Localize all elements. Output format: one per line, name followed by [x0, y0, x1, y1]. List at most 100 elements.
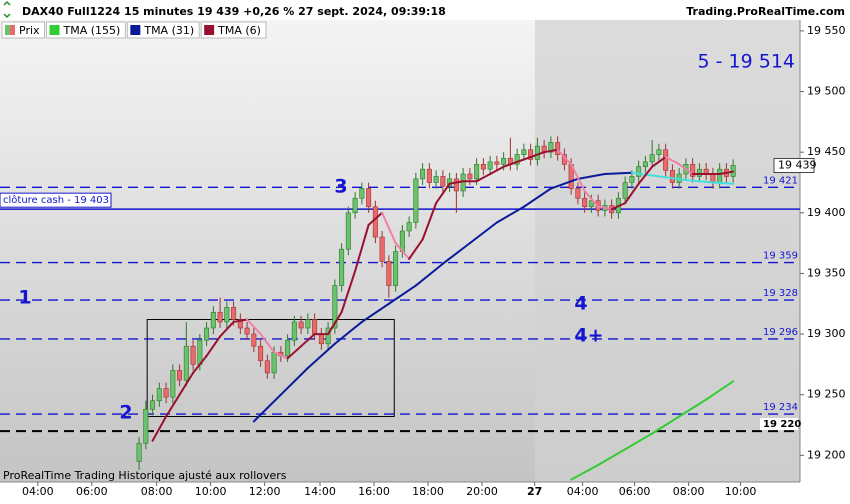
indicator-line [624, 432, 654, 451]
candle-body [318, 333, 324, 345]
last-price-tag [773, 158, 815, 174]
candle-body [534, 145, 540, 160]
cash-close-tag [0, 192, 112, 208]
indicator-line [556, 148, 573, 166]
candle-body [197, 339, 203, 365]
indicator-line [522, 187, 552, 208]
level-label: 19 421 [763, 175, 798, 186]
candle-body [204, 327, 210, 341]
indicator-line [205, 335, 222, 357]
level-label: 19 359 [763, 251, 798, 262]
candle-body [143, 408, 149, 444]
indicator-line [192, 354, 208, 374]
legend-swatch [130, 25, 141, 35]
candle-body [251, 333, 257, 347]
indicator-line [252, 393, 282, 423]
indicator-line [624, 182, 640, 205]
indicator-line [408, 238, 424, 260]
candle-body [156, 388, 162, 402]
candle-body [244, 327, 250, 335]
plot [0, 136, 800, 481]
annotation: 1 [18, 287, 31, 309]
footer: ProRealTime Trading Historique ajusté au… [3, 469, 287, 482]
candle-body [386, 261, 392, 286]
indicator-line [306, 342, 336, 370]
candle-body [501, 157, 507, 165]
indicator-line [232, 318, 249, 323]
indicator-line [340, 270, 357, 314]
candle-body [136, 442, 142, 462]
x-tick-label: 14:00 [304, 485, 336, 498]
site-name: Trading.ProRealTime.com [686, 5, 845, 18]
legend-box [46, 21, 126, 39]
candle-body [663, 149, 669, 171]
indicator-line [570, 163, 586, 192]
candle-body [325, 327, 331, 345]
candle-body [217, 311, 223, 323]
candle-body [690, 163, 696, 177]
indicator-line [495, 205, 525, 224]
indicator-line [468, 221, 498, 245]
candle-body [582, 197, 588, 208]
candle-body [494, 161, 500, 165]
candle-body [636, 166, 642, 177]
indicator-line [543, 148, 559, 154]
candle-body [642, 161, 648, 168]
indicator-line [489, 165, 505, 175]
x-tick-label: 16:00 [358, 485, 390, 498]
indicator-line [657, 175, 687, 182]
indicator-line [475, 173, 492, 183]
x-tick-label: 20:00 [466, 485, 498, 498]
candle-body [669, 170, 675, 183]
candle-body [474, 163, 480, 180]
candle-body [467, 173, 473, 180]
annotation: 4 [574, 293, 587, 315]
annotation: 5 - 19 514 [697, 51, 795, 73]
indicator-line [576, 173, 606, 180]
candle-body [420, 168, 426, 180]
indicator-line [178, 371, 195, 396]
x-tick-label: 27 [527, 485, 542, 498]
indicator-line [637, 165, 654, 185]
indicator-line [684, 179, 714, 184]
indicator-line [246, 318, 262, 336]
indicator-line [651, 415, 681, 435]
indicator-line [300, 333, 316, 348]
indicator-line [354, 223, 370, 273]
candle-body [514, 154, 520, 165]
x-tick-label: 04:00 [567, 485, 599, 498]
candle-body [588, 200, 594, 208]
legend-box [126, 21, 200, 39]
indicator-line [678, 163, 694, 175]
indicator-line [414, 262, 444, 287]
legend-box [200, 21, 267, 39]
annotation: 4+ [574, 325, 603, 347]
indicator-line [367, 211, 384, 226]
y-tick-label: 19 350 [807, 266, 846, 279]
indicator-line [516, 156, 532, 163]
level-label: 19 296 [763, 327, 798, 338]
candle-body [629, 176, 635, 183]
y-tick-label: 19 400 [807, 206, 846, 219]
candle-body [264, 360, 270, 374]
candle-body [183, 345, 189, 381]
candle-body [393, 251, 399, 286]
indicator-line [387, 284, 417, 305]
candle-body [710, 173, 716, 183]
legend-swatch [49, 25, 60, 35]
indicator-line [603, 171, 633, 175]
candle-body [406, 222, 412, 232]
candle-body [339, 248, 345, 286]
candle-body [312, 319, 318, 335]
candle-body [366, 188, 372, 208]
candle-body [210, 311, 216, 329]
candle-body [528, 149, 534, 160]
x-tick-label: 06:00 [76, 485, 108, 498]
indicator-line [502, 160, 519, 168]
candle-body [379, 236, 385, 262]
candle-body [291, 321, 297, 341]
candle-body [359, 188, 365, 199]
candle-body [258, 345, 264, 362]
indicator-line [597, 448, 627, 467]
